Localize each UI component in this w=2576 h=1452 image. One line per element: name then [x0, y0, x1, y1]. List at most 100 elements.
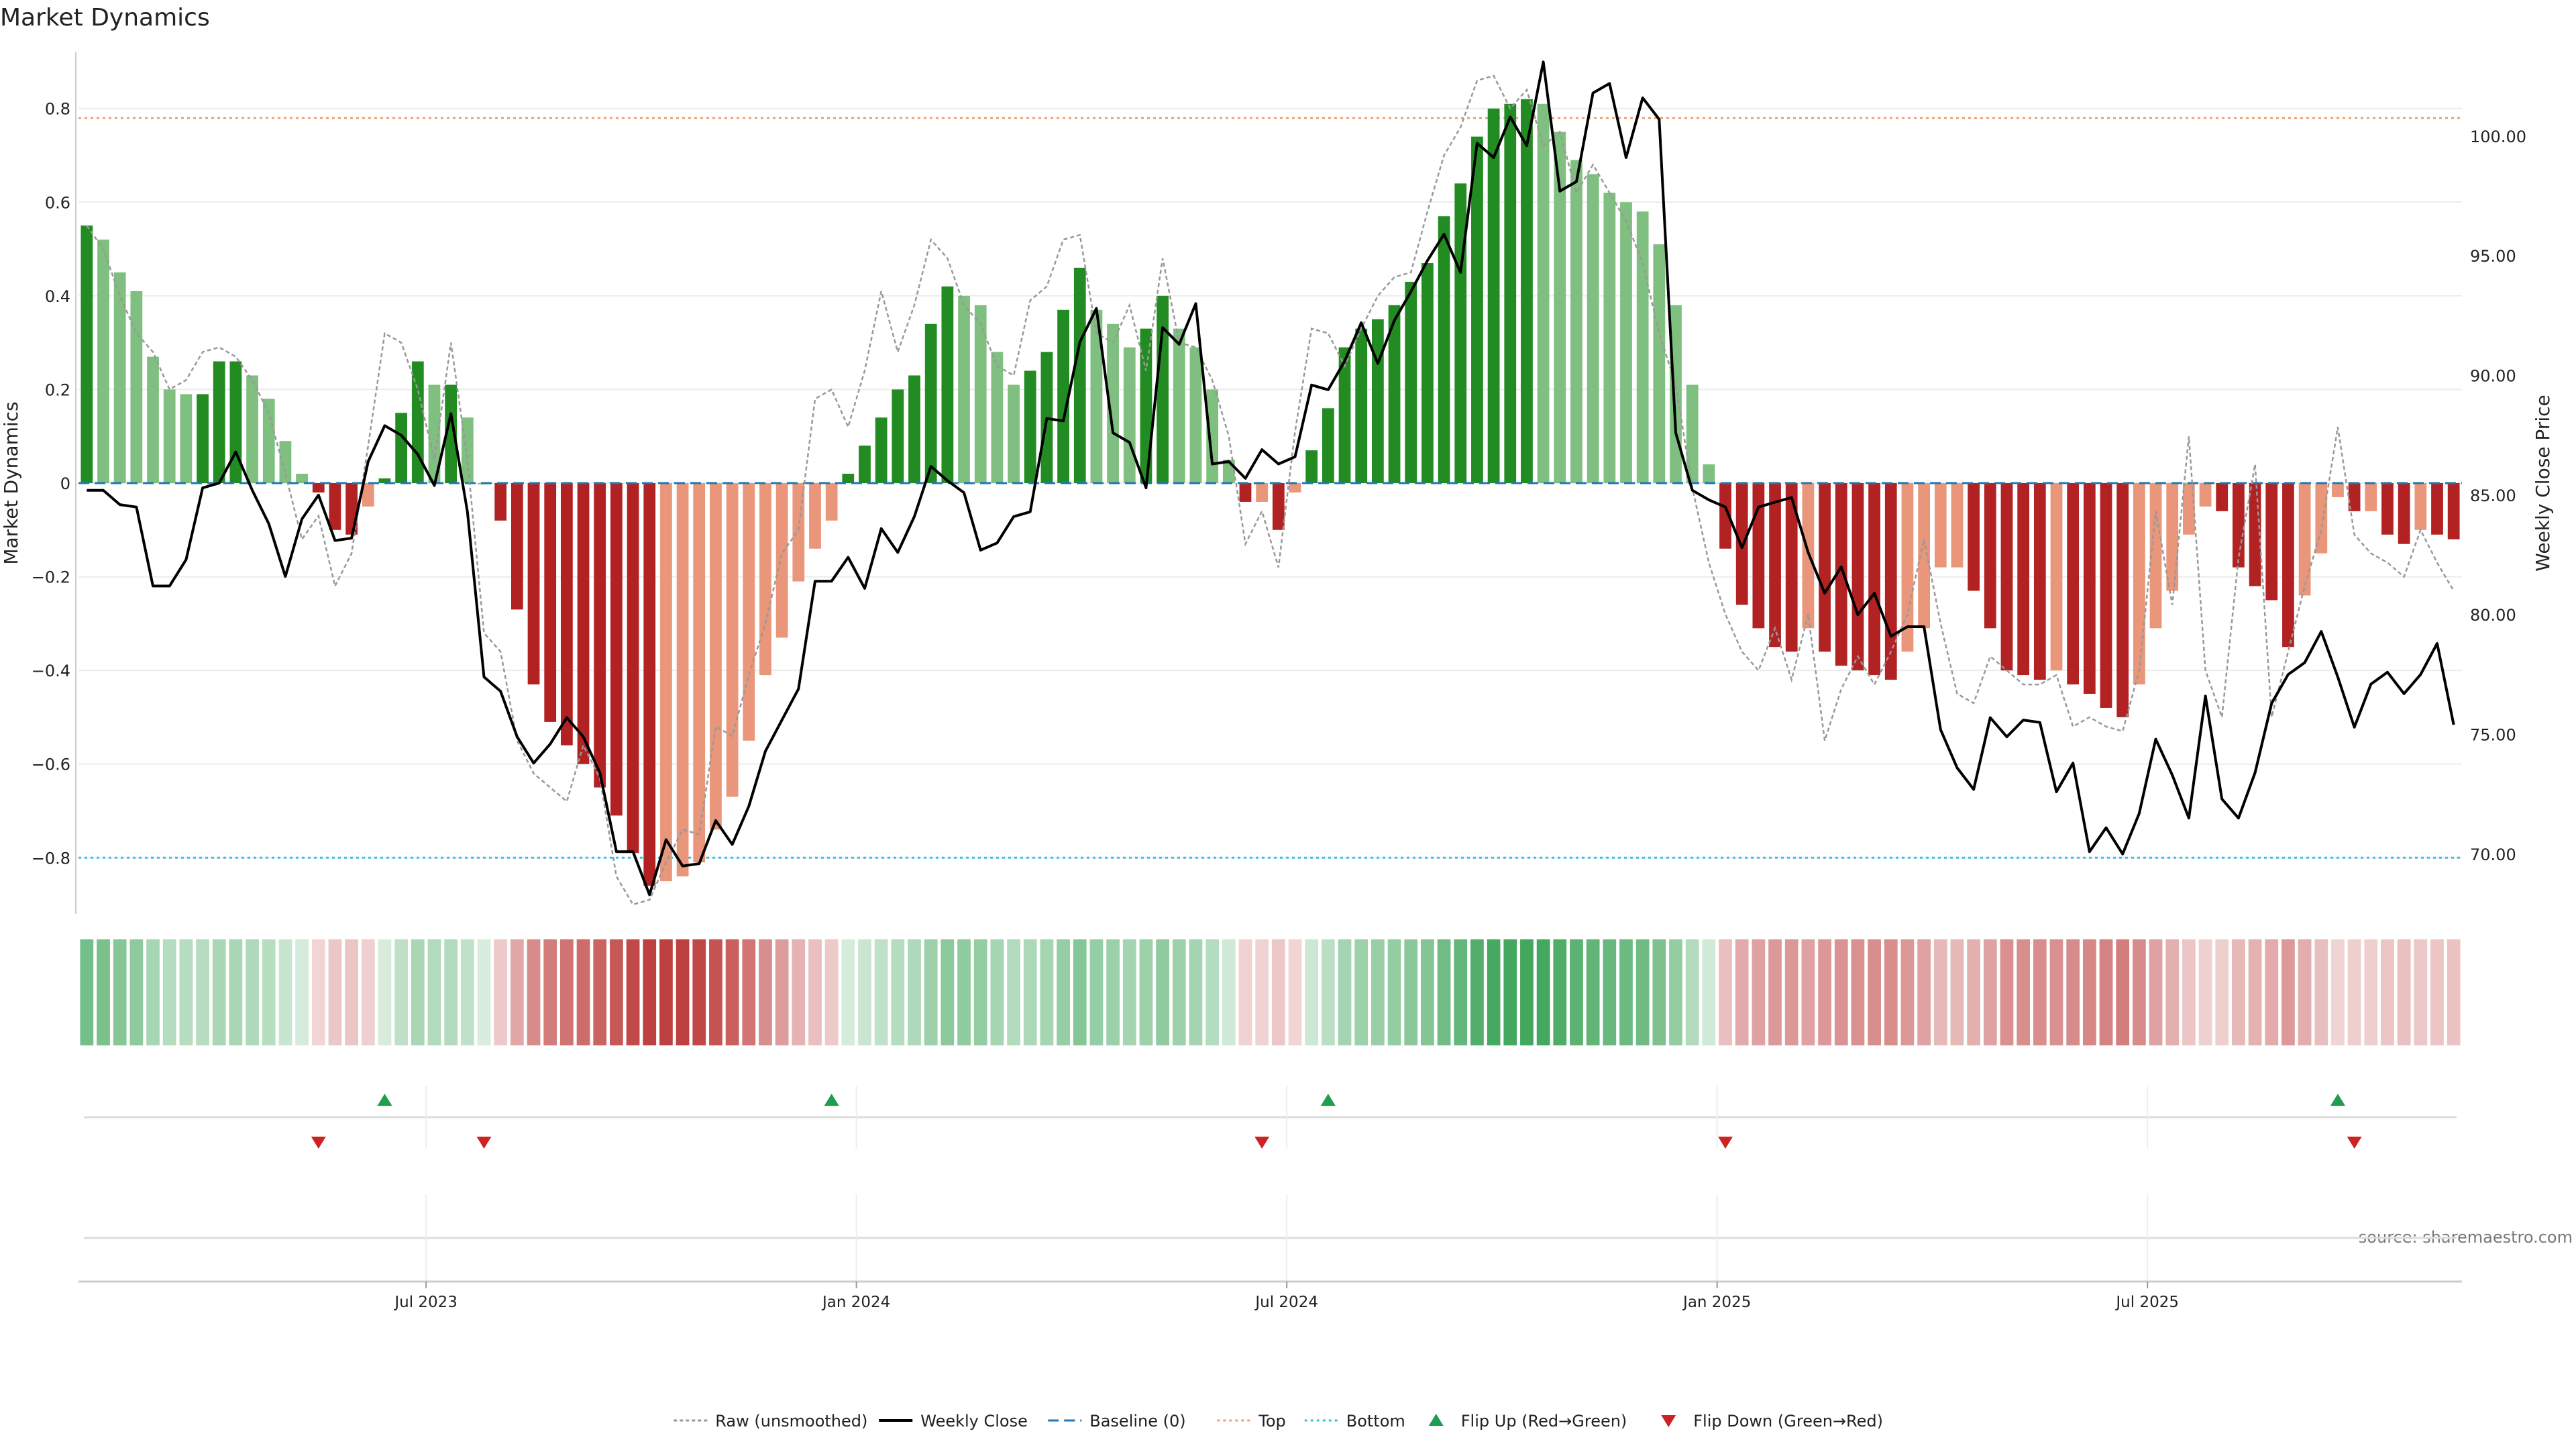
market-dynamics-bar [1438, 216, 1450, 483]
market-dynamics-bar [2083, 483, 2096, 694]
y-tick-label-left: −0.8 [32, 849, 70, 868]
heat-cell [212, 939, 226, 1045]
market-dynamics-bar [2431, 483, 2443, 535]
market-dynamics-bar [2050, 483, 2063, 671]
market-dynamics-bar [2100, 483, 2112, 708]
heat-cell [1884, 939, 1898, 1045]
heat-cell [824, 939, 839, 1045]
heat-cell [1768, 939, 1782, 1045]
market-dynamics-bar [775, 483, 788, 638]
heat-cell [2132, 939, 2146, 1045]
heat-cell [2165, 939, 2180, 1045]
market-dynamics-bar [2017, 483, 2030, 676]
heat-cell [643, 939, 657, 1045]
market-dynamics-bar [80, 225, 93, 483]
market-dynamics-bar [660, 483, 672, 882]
heat-cell [2033, 939, 2047, 1045]
heat-cell [874, 939, 888, 1045]
weekly-close-line [87, 60, 2455, 896]
market-dynamics-bar [1090, 309, 1103, 483]
chart-title: Market Dynamics [0, 4, 210, 32]
y-tick-label-left: 0 [60, 474, 70, 493]
flip-up-marker [2330, 1094, 2345, 1106]
y-tick-label-right: 100.00 [2470, 127, 2526, 146]
market-dynamics-bar [2282, 483, 2294, 647]
y-tick-label-left: 0.6 [45, 193, 70, 212]
heat-cell [1189, 939, 1203, 1045]
y-tick-label-right: 85.00 [2470, 486, 2516, 505]
heat-cell [1156, 939, 1169, 1045]
heat-cell [1950, 939, 1964, 1045]
market-dynamics-bar [147, 356, 159, 483]
heat-cell [593, 939, 607, 1045]
heat-cell [345, 939, 358, 1045]
market-dynamics-bar [1140, 328, 1152, 483]
market-dynamics-bar [2166, 483, 2179, 591]
market-dynamics-bar [941, 286, 954, 483]
market-dynamics-bar [1620, 202, 1632, 483]
market-dynamics-bar [1868, 483, 1880, 676]
market-dynamics-bar [1968, 483, 1980, 591]
market-dynamics-bar [2315, 483, 2328, 554]
legend-label: Baseline (0) [1089, 1412, 1185, 1431]
heat-cell [1868, 939, 1881, 1045]
heat-cell [1719, 939, 1732, 1045]
market-dynamics-bar [2000, 483, 2013, 671]
legend-label: Weekly Close [920, 1412, 1028, 1431]
heat-cell [1586, 939, 1600, 1045]
market-dynamics-bar [1819, 483, 1831, 652]
legend-swatch [1661, 1415, 1676, 1427]
heat-cell [1404, 939, 1418, 1045]
heat-cell [246, 939, 259, 1045]
heat-cell [808, 939, 822, 1045]
market-dynamics-bar [544, 483, 557, 722]
market-dynamics-bar [395, 413, 408, 483]
heat-cell [1139, 939, 1153, 1045]
market-dynamics-bar [842, 474, 855, 483]
heat-cell [1437, 939, 1451, 1045]
heat-cell [1619, 939, 1633, 1045]
market-dynamics-bar [1521, 99, 1533, 484]
market-dynamics-bar [1934, 483, 1947, 568]
market-dynamics-bar [991, 352, 1004, 483]
market-dynamics-bar [511, 483, 523, 610]
y-tick-label-left: −0.4 [32, 662, 70, 680]
heat-cell [1917, 939, 1931, 1045]
market-dynamics-bar [213, 361, 225, 483]
heat-cell [1983, 939, 1997, 1045]
market-dynamics-bar [2398, 483, 2410, 544]
flip-up-marker [377, 1094, 392, 1106]
heat-cell [162, 939, 176, 1045]
heat-cell [1652, 939, 1666, 1045]
market-dynamics-bar [2365, 483, 2377, 511]
market-dynamics-bar [2199, 483, 2212, 507]
heat-cell [278, 939, 292, 1045]
market-dynamics-bar [2183, 483, 2195, 535]
market-dynamics-bar [859, 446, 871, 483]
heat-cell [1089, 939, 1104, 1045]
heat-cell [792, 939, 806, 1045]
heat-cell [1834, 939, 1848, 1045]
market-dynamics-bar [461, 417, 474, 483]
y-tick-label-right: 80.00 [2470, 606, 2516, 625]
x-tick-label: Jan 2024 [821, 1294, 890, 1311]
market-dynamics-bar [1984, 483, 1996, 629]
market-dynamics-bar [643, 483, 656, 886]
market-dynamics-bar [2216, 483, 2229, 511]
heat-cell [2430, 939, 2444, 1045]
market-dynamics-bar [2348, 483, 2361, 511]
y-tick-label-left: 0.8 [45, 100, 70, 119]
heat-cell [1057, 939, 1070, 1045]
market-dynamics-bar [875, 417, 888, 483]
market-dynamics-bar [560, 483, 573, 745]
legend-swatch [1428, 1414, 1444, 1426]
heat-cell [1784, 939, 1799, 1045]
market-dynamics-bar [527, 483, 540, 685]
flip-down-marker [311, 1137, 326, 1149]
market-dynamics-bar [312, 483, 325, 492]
heat-cell [1255, 939, 1269, 1045]
flip-up-marker [1320, 1094, 1336, 1106]
heat-cell [1685, 939, 1699, 1045]
market-dynamics-bar [428, 384, 441, 483]
